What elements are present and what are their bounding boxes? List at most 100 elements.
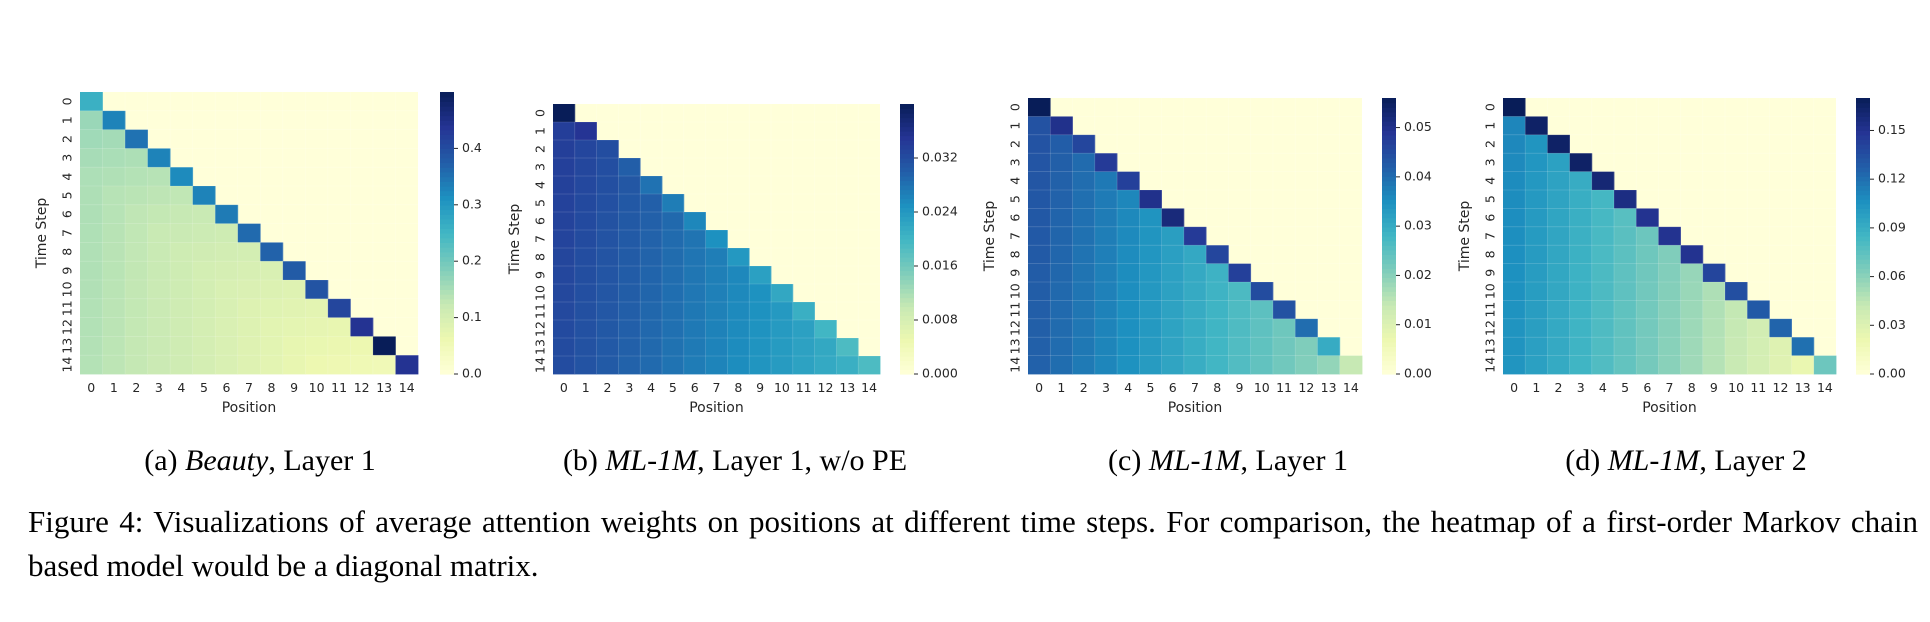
heatmap-cell [1591,226,1615,246]
x-tick-label: 10 [1254,380,1270,395]
colorbar-segment [440,228,454,234]
heatmap-cell [1161,318,1185,338]
colorbar-segment [900,198,914,204]
heatmap-cell [1791,337,1815,356]
colorbar-segment [1382,360,1396,366]
heatmap-cell [771,320,794,339]
heatmap-cell [596,212,619,231]
heatmap-cell [170,317,194,337]
y-tick-label: 6 [60,210,75,218]
heatmap-cell [1525,337,1548,356]
heatmap-cell [1072,208,1096,228]
x-tick-label: 10 [774,380,790,395]
x-tick-label: 7 [713,380,721,395]
colorbar-segment [440,341,454,347]
colorbar-segment [1856,314,1870,320]
colorbar-tick-label: 0.03 [1878,317,1906,332]
x-tick-label: 4 [1599,380,1607,395]
colorbar-segment [1856,259,1870,265]
heatmap-cell [1139,282,1162,301]
heatmap-cell [1614,337,1637,356]
colorbar-segment [1382,341,1396,347]
heatmap-cell [102,355,126,375]
heatmap-cell [1725,282,1748,301]
y-axis-label: Time Step [507,204,523,276]
heatmap-cell [282,298,306,318]
heatmap-cell [1636,300,1659,320]
heatmap-cell [1117,355,1140,375]
heatmap-cell [1094,226,1118,246]
heatmap-cell [574,320,597,339]
colorbar-segment [1856,148,1870,154]
colorbar-segment [1382,162,1396,168]
heatmap-cell [814,320,837,339]
colorbar-segment [900,351,914,357]
heatmap-cell [1503,355,1526,375]
y-tick-label: 3 [1483,158,1498,166]
y-tick-label: 13 [1483,338,1498,354]
y-tick-label: 4 [1008,177,1023,185]
colorbar-segment [1382,346,1396,352]
heatmap-cell [1569,208,1593,228]
heatmap-cell [553,230,576,249]
heatmap-cell [1072,337,1096,356]
heatmap-cell [1525,226,1548,246]
x-tick-label: 0 [560,380,568,395]
heatmap-cell [125,167,148,187]
heatmap-cell [1028,318,1051,338]
heatmap-cell [574,284,597,303]
colorbar-segment [440,270,454,276]
heatmap-cell [1094,208,1118,228]
heatmap-cell [1072,263,1096,283]
heatmap-cell [1272,318,1296,338]
colorbar-segment [1382,259,1396,265]
heatmap-cell [1547,153,1570,172]
heatmap-cell [1050,153,1073,172]
colorbar-segment [900,369,914,375]
x-tick-label: 12 [354,380,370,395]
heatmap-cell [215,223,239,243]
heatmap-cell [1769,337,1792,356]
heatmap-cell [1614,208,1637,228]
heatmap-cell [618,338,641,357]
heatmap-cell [1747,318,1770,338]
heatmap-cell [596,230,619,249]
heatmap-cell [1117,337,1140,356]
x-tick-label: 8 [1213,380,1221,395]
y-tick-label: 14 [1483,357,1498,373]
heatmap-cell [1094,355,1118,375]
colorbar-segment [900,239,914,245]
colorbar-segment [1856,369,1870,375]
heatmap-cell [102,298,126,318]
colorbar-segment [1856,144,1870,150]
heatmap-cell [771,284,794,303]
colorbar-segment [1382,254,1396,260]
heatmap-cell [1569,171,1593,191]
heatmap-cell [574,356,597,375]
heatmap-cell [1503,190,1526,209]
heatmap-cell [1272,337,1296,356]
colorbar-segment [1856,194,1870,200]
x-tick-label: 13 [1795,380,1811,395]
heatmap-cell [1117,300,1140,320]
heatmap-cell [618,176,641,195]
heatmap-cell [618,248,641,267]
colorbar-segment [440,355,454,361]
colorbar-segment [440,289,454,295]
heatmap-cell [1636,355,1659,375]
colorbar-segment [440,167,454,173]
heatmap-cell [80,336,103,356]
colorbar-segment [1856,226,1870,232]
colorbar-segment [1382,153,1396,159]
heatmap-cell [1525,190,1548,209]
heatmap-cell [771,338,794,357]
colorbar-segment [440,280,454,286]
colorbar-segment [440,129,454,135]
heatmap-cell [1569,153,1593,172]
heatmap-cell [683,338,706,357]
heatmap-cell [80,148,103,168]
colorbar-segment [1856,162,1870,168]
colorbar-segment [1856,176,1870,182]
heatmap-cell [1161,208,1185,228]
heatmap-cell [237,298,261,318]
